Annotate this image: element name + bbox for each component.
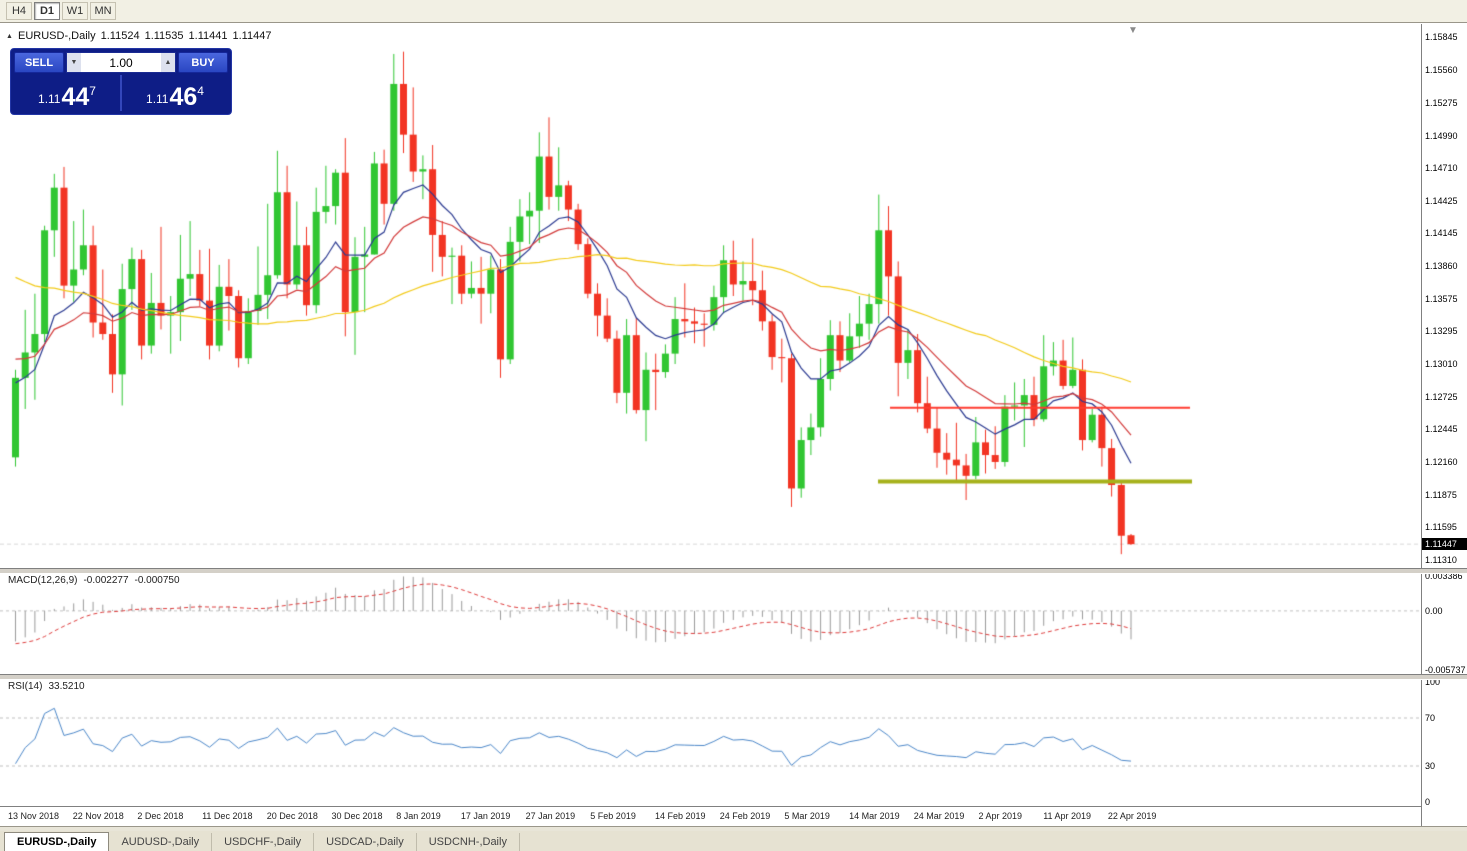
price-scale-label: 1.11595 (1425, 522, 1457, 533)
date-axis-label: 22 Apr 2019 (1107, 811, 1157, 821)
ohlc-low: 1.11441 (188, 30, 228, 42)
rsi-pane: RSI(14) 33.5210 (0, 678, 1421, 806)
timeframe-button-d1[interactable]: D1 (34, 2, 60, 20)
volume-increase-button[interactable]: ▲ (161, 53, 175, 72)
macd-scale-label: 0.00 (1425, 605, 1443, 616)
rsi-scale-label: 0 (1425, 797, 1431, 807)
price-scale-label: 1.12725 (1425, 391, 1458, 402)
date-axis-label: 24 Mar 2019 (913, 811, 965, 821)
price-scale-label: 1.11875 (1425, 489, 1457, 500)
price-scale-label: 1.14145 (1425, 228, 1458, 239)
price-scale-label: 1.12160 (1425, 456, 1458, 467)
rsi-scale-label: 70 (1425, 713, 1436, 723)
timeframe-button-mn[interactable]: MN (90, 2, 116, 20)
buy-pips: 46 (169, 82, 198, 111)
ohlc-open: 1.11524 (100, 30, 140, 42)
pane-separator[interactable] (0, 568, 1467, 574)
horizontal-scrollbar[interactable] (0, 826, 1467, 832)
date-axis-label: 2 Dec 2018 (137, 811, 184, 821)
price-scale-label: 1.14710 (1425, 163, 1458, 174)
tab-usdchf-daily[interactable]: USDCHF-,Daily (212, 833, 315, 851)
timeframe-toolbar: H4 D1 W1 MN (0, 0, 1467, 23)
ohlc-close: 1.11447 (232, 30, 272, 42)
price-scale-label: 1.11310 (1425, 554, 1457, 565)
price-scale: 1.15845 1.15560 1.15275 1.14990 1.14710 1.144… (1421, 24, 1467, 826)
macd-scale-label: -0.005737 (1425, 665, 1466, 675)
date-axis-label: 13 Nov 2018 (8, 811, 60, 821)
price-scale-label: 1.13575 (1425, 293, 1458, 304)
price-scale-label: 1.15275 (1425, 97, 1458, 108)
sell-pipette: 7 (89, 84, 96, 98)
date-axis-label: 22 Nov 2018 (72, 811, 124, 821)
ohlc-high: 1.11535 (144, 30, 184, 42)
date-axis-label: 24 Feb 2019 (719, 811, 771, 821)
date-axis-label: 5 Mar 2019 (784, 811, 830, 821)
chart-shift-marker-icon[interactable]: ▼ (1128, 25, 1138, 36)
tab-eurusd-daily[interactable]: EURUSD-,Daily (4, 832, 110, 851)
rsi-scale-label: 100 (1425, 677, 1441, 687)
candlestick-chart-canvas[interactable] (0, 24, 1421, 568)
date-axis-label: 14 Feb 2019 (655, 811, 706, 821)
volume-decrease-button[interactable]: ▼ (67, 53, 81, 72)
price-scale-label: 1.13295 (1425, 326, 1458, 337)
date-axis-label: 11 Apr 2019 (1043, 811, 1092, 821)
macd-scale-label: 0.003386 (1425, 571, 1463, 581)
price-scale-label: 1.15845 (1425, 32, 1458, 43)
rsi-label: RSI(14) 33.5210 (8, 681, 91, 692)
tab-usdcnh-daily[interactable]: USDCNH-,Daily (417, 833, 520, 851)
tab-audusd-daily[interactable]: AUDUSD-,Daily (109, 833, 213, 851)
rsi-name: RSI(14) (8, 681, 43, 692)
rsi-canvas[interactable] (0, 678, 1421, 806)
price-scale-label: 1.14990 (1425, 130, 1458, 141)
rsi-scale-label: 30 (1425, 761, 1436, 771)
chart-tabs-bar: EURUSD-,Daily AUDUSD-,Daily USDCHF-,Dail… (0, 831, 1467, 851)
macd-value-2: -0.000750 (134, 575, 180, 586)
window-collapse-icon[interactable]: ▲ (6, 33, 13, 40)
last-price-tag: 1.11447 (1422, 538, 1467, 551)
macd-name: MACD(12,26,9) (8, 575, 78, 586)
date-axis-label: 14 Mar 2019 (849, 811, 900, 821)
volume-input[interactable] (81, 53, 161, 72)
date-axis-label: 5 Feb 2019 (590, 811, 636, 821)
macd-canvas[interactable] (0, 572, 1421, 674)
timeframe-button-w1[interactable]: W1 (62, 2, 88, 20)
date-axis-label: 20 Dec 2018 (266, 811, 318, 821)
macd-label: MACD(12,26,9) -0.002277 -0.000750 (8, 575, 186, 586)
buy-big-figure: 1.11 (146, 92, 169, 106)
buy-price[interactable]: 1.11 46 4 (122, 75, 228, 111)
date-axis-label: 27 Jan 2019 (525, 811, 576, 821)
chart-title: EURUSD-,Daily 1.11524 1.11535 1.11441 1.1144… (18, 30, 276, 42)
date-axis-label: 17 Jan 2019 (460, 811, 511, 821)
buy-pipette: 4 (197, 84, 204, 98)
main-chart-pane: ▲ EURUSD-,Daily 1.11524 1.11535 1.11441 1.11… (0, 24, 1421, 568)
sell-button[interactable]: SELL (14, 52, 64, 73)
date-axis-label: 11 Dec 2018 (202, 811, 253, 821)
tab-usdcad-daily[interactable]: USDCAD-,Daily (314, 833, 417, 851)
macd-value-1: -0.002277 (83, 575, 129, 586)
rsi-value: 33.5210 (48, 681, 85, 692)
buy-button[interactable]: BUY (178, 52, 228, 73)
price-scale-label: 1.13860 (1425, 261, 1458, 272)
one-click-prices: 1.11 44 7 1.11 46 4 (14, 75, 228, 111)
timeframe-button-h4[interactable]: H4 (6, 2, 32, 20)
price-scale-label: 1.15560 (1425, 65, 1458, 76)
chart-symbol: EURUSD-,Daily (18, 30, 96, 42)
date-axis-label: 8 Jan 2019 (396, 811, 441, 821)
price-scale-label: 1.12445 (1425, 424, 1458, 435)
sell-big-figure: 1.11 (38, 92, 61, 106)
date-axis-label: 2 Apr 2019 (978, 811, 1023, 821)
price-divider (120, 75, 122, 111)
volume-spinner: ▼ ▲ (66, 52, 176, 73)
date-axis: 13 Nov 2018 22 Nov 2018 2 Dec 2018 11 Dec 2… (0, 806, 1421, 827)
date-axis-label: 30 Dec 2018 (331, 811, 383, 821)
macd-pane: MACD(12,26,9) -0.002277 -0.000750 (0, 572, 1421, 674)
price-scale-label: 1.14425 (1425, 195, 1458, 206)
sell-pips: 44 (61, 82, 90, 111)
pane-separator[interactable] (0, 674, 1467, 680)
sell-price[interactable]: 1.11 44 7 (14, 75, 120, 111)
price-scale-label: 1.13010 (1425, 359, 1458, 369)
